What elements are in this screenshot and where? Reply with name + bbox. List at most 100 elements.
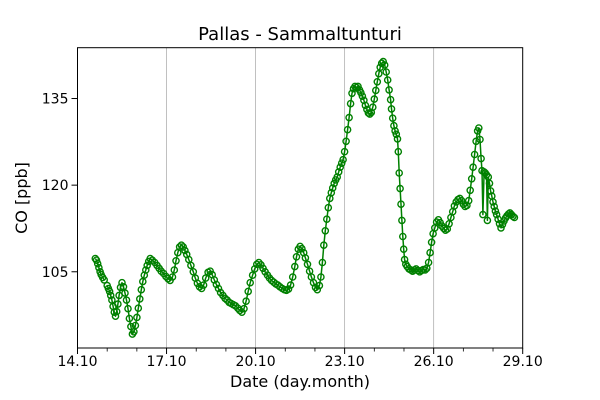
data-point-marker	[396, 184, 404, 193]
data-point-marker	[395, 169, 404, 177]
data-point-marker	[339, 155, 347, 164]
data-point-marker	[177, 241, 186, 249]
data-point-marker	[510, 213, 519, 222]
data-point-marker	[214, 284, 223, 293]
data-point-marker	[424, 258, 433, 267]
data-point-marker	[288, 273, 297, 281]
data-point-marker	[386, 95, 395, 104]
data-point-marker	[317, 273, 325, 281]
y-tick-label: 135	[42, 92, 69, 108]
data-point-marker	[383, 76, 392, 84]
data-point-marker	[427, 238, 436, 247]
data-point-marker	[121, 289, 129, 297]
data-point-marker	[388, 114, 397, 122]
data-point-marker	[450, 202, 459, 210]
data-point-marker	[122, 296, 131, 304]
data-point-marker	[466, 186, 475, 195]
data-point-marker	[392, 130, 401, 139]
data-point-marker	[490, 202, 499, 211]
data-point-marker	[92, 256, 101, 265]
y-tick-label: 120	[42, 178, 69, 194]
data-point-marker	[398, 216, 406, 225]
data-point-marker	[497, 224, 505, 232]
data-point-marker	[131, 321, 140, 330]
data-point-marker	[399, 245, 408, 253]
data-point-marker	[361, 101, 370, 110]
x-tick-label: 17.10	[146, 354, 186, 370]
data-point-marker	[133, 313, 141, 322]
data-point-marker	[313, 285, 322, 294]
data-point-marker	[248, 271, 257, 280]
data-point-marker	[474, 124, 483, 132]
data-point-marker	[368, 103, 377, 111]
data-point-marker	[472, 137, 480, 146]
data-point-marker	[143, 261, 151, 270]
data-series-layer	[91, 57, 519, 338]
data-point-marker	[318, 258, 327, 267]
data-point-marker	[321, 226, 330, 235]
x-tick-label: 20.10	[236, 354, 276, 370]
data-point-marker	[463, 201, 471, 210]
data-point-marker	[385, 86, 393, 94]
data-point-marker	[319, 241, 328, 249]
data-point-marker	[397, 200, 405, 208]
data-point-marker	[240, 304, 248, 313]
data-point-marker	[491, 207, 500, 215]
data-point-marker	[477, 154, 485, 163]
data-point-marker	[354, 82, 362, 91]
data-point-marker	[489, 198, 497, 206]
gridlines-layer	[166, 47, 435, 348]
axes-frame	[77, 47, 524, 349]
data-point-marker	[365, 110, 374, 118]
x-tick-label: 29.10	[503, 354, 543, 370]
data-point-marker	[106, 291, 115, 300]
data-point-marker	[467, 174, 476, 183]
data-point-marker	[134, 304, 143, 313]
data-point-marker	[212, 280, 221, 289]
data-point-marker	[252, 260, 261, 269]
data-point-marker	[298, 244, 306, 253]
data-point-marker	[137, 285, 146, 294]
x-tick-label: 14.10	[57, 354, 97, 370]
data-point-marker	[337, 159, 346, 167]
data-point-marker	[394, 147, 403, 156]
data-point-marker	[334, 168, 343, 176]
chart-title: Pallas - Sammaltunturi	[198, 24, 402, 45]
data-point-marker	[393, 135, 402, 143]
data-point-marker	[105, 287, 114, 296]
data-point-marker	[346, 99, 355, 108]
data-point-marker	[509, 212, 517, 221]
data-point-marker	[327, 188, 336, 197]
data-point-marker	[124, 304, 132, 313]
data-point-marker	[141, 266, 150, 274]
data-point-marker	[336, 163, 345, 171]
data-point-marker	[100, 276, 108, 284]
data-point-marker	[322, 215, 331, 223]
data-point-marker	[125, 314, 134, 323]
data-point-marker	[244, 287, 252, 296]
data-point-marker	[382, 68, 391, 76]
data-point-marker	[485, 179, 494, 188]
data-point-marker	[170, 266, 179, 274]
data-point-marker	[112, 307, 121, 316]
x-axis-label: Date (day.month)	[230, 372, 370, 391]
data-point-marker	[370, 95, 379, 103]
data-point-marker	[292, 252, 301, 261]
data-point-marker	[181, 246, 189, 255]
data-point-marker	[486, 187, 495, 195]
data-point-marker	[116, 283, 125, 292]
data-point-marker	[168, 273, 177, 281]
data-point-marker	[345, 113, 353, 122]
y-tick-label: 105	[42, 265, 69, 281]
data-point-marker	[439, 224, 448, 233]
data-point-marker	[172, 256, 180, 265]
data-point-marker	[360, 96, 368, 105]
data-point-marker	[330, 179, 339, 188]
data-point-marker	[380, 61, 389, 69]
data-point-marker	[290, 262, 299, 271]
data-point-marker	[426, 248, 434, 257]
data-point-marker	[464, 196, 473, 205]
data-point-marker	[95, 263, 103, 272]
data-point-marker	[187, 261, 195, 270]
